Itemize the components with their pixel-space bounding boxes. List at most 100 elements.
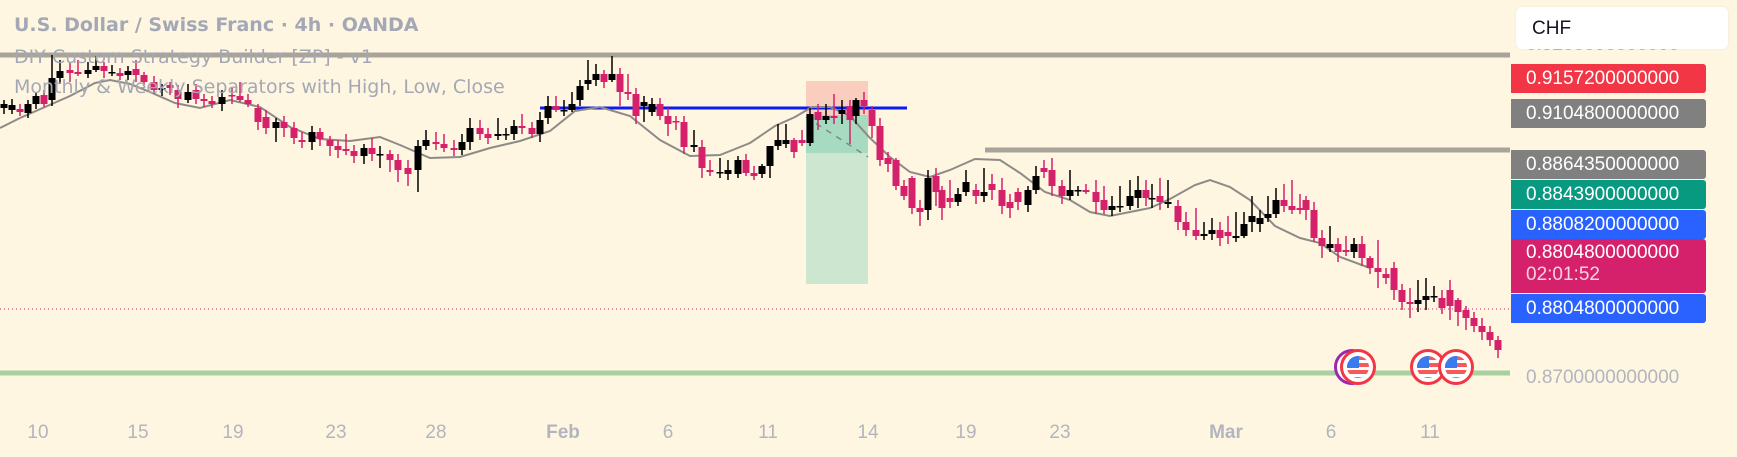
candle-body bbox=[576, 86, 584, 100]
price-label: 0.9104800000000 bbox=[1511, 99, 1706, 128]
candle-body bbox=[254, 108, 262, 122]
candle-body bbox=[150, 82, 158, 90]
us-flag-icon bbox=[1417, 356, 1439, 378]
candle-body bbox=[316, 132, 324, 139]
candle-body bbox=[1374, 268, 1382, 272]
symbol-search-input[interactable]: CHF bbox=[1516, 7, 1728, 49]
candle-body bbox=[1398, 290, 1406, 302]
candle-body bbox=[476, 128, 484, 134]
candle-body bbox=[262, 117, 270, 128]
candle-body bbox=[1074, 190, 1082, 192]
time-tick: Feb bbox=[546, 422, 580, 443]
candle-body bbox=[414, 146, 422, 170]
candle-body bbox=[166, 85, 174, 88]
candle-body bbox=[1358, 244, 1366, 258]
candle-body bbox=[40, 95, 48, 104]
candle-body bbox=[108, 72, 116, 74]
position-filled-zone bbox=[806, 115, 868, 153]
us-economic-event-icon[interactable] bbox=[1340, 349, 1376, 385]
candle-body bbox=[1126, 196, 1134, 206]
candle-body bbox=[422, 140, 430, 146]
candle-body bbox=[1164, 202, 1172, 204]
candle-body bbox=[998, 190, 1006, 206]
candle-body bbox=[1296, 208, 1304, 210]
candle-body bbox=[1326, 244, 1334, 248]
candle-body bbox=[932, 176, 940, 192]
indicator-legend-strategy-builder[interactable]: DIY Custom Strategy Builder [ZP] - v1 bbox=[14, 46, 373, 68]
candle-body bbox=[640, 102, 648, 106]
candle-body bbox=[1334, 244, 1342, 252]
price-label: 0.8864350000000 bbox=[1511, 150, 1706, 179]
candle-body bbox=[846, 106, 854, 120]
candle-body bbox=[450, 148, 458, 150]
candle-body bbox=[1478, 326, 1486, 332]
candle-body bbox=[376, 154, 384, 156]
candle-body bbox=[386, 154, 394, 160]
candle-body bbox=[690, 145, 698, 147]
candle-body bbox=[116, 73, 124, 76]
candle-body bbox=[790, 140, 798, 152]
candle-body bbox=[1288, 206, 1296, 210]
candle-body bbox=[758, 166, 766, 174]
candle-body bbox=[326, 140, 334, 146]
candle-body bbox=[698, 147, 706, 168]
candle-body bbox=[672, 121, 680, 123]
candle-body bbox=[648, 104, 656, 112]
candle-body bbox=[1040, 168, 1048, 172]
candle-body bbox=[1006, 202, 1014, 208]
candle-body bbox=[1082, 190, 1090, 192]
candle-body bbox=[1248, 216, 1256, 222]
indicator-legend-separators[interactable]: Monthly & Weekly Separators with High, L… bbox=[14, 76, 505, 98]
candle-body bbox=[544, 106, 552, 118]
candle-body bbox=[632, 94, 640, 116]
candle-body bbox=[84, 70, 92, 74]
candle-body bbox=[860, 100, 868, 106]
candle-body bbox=[600, 74, 608, 82]
candle-body bbox=[502, 134, 510, 136]
time-tick: 6 bbox=[1325, 422, 1337, 443]
candle-body bbox=[494, 134, 502, 136]
us-economic-event-icon[interactable] bbox=[1438, 349, 1474, 385]
candle-body bbox=[432, 142, 440, 144]
candle-body bbox=[484, 134, 492, 138]
candle-body bbox=[822, 116, 830, 120]
candle-body bbox=[1216, 230, 1224, 238]
candle-body bbox=[394, 160, 402, 170]
candle-body bbox=[750, 173, 758, 176]
time-tick: 28 bbox=[425, 422, 447, 443]
candle-body bbox=[742, 160, 750, 173]
candle-body bbox=[1446, 290, 1454, 306]
candle-body bbox=[716, 172, 724, 174]
candle-body bbox=[1014, 192, 1022, 202]
candle-body bbox=[868, 110, 876, 126]
candle-body bbox=[1142, 190, 1150, 198]
price-label: 0.8804800000000 bbox=[1511, 294, 1706, 323]
candle-body bbox=[1116, 206, 1124, 208]
price-chart[interactable] bbox=[0, 0, 1510, 400]
candle-body bbox=[132, 69, 140, 75]
symbol-search-value: CHF bbox=[1532, 18, 1572, 39]
candle-body bbox=[908, 178, 916, 208]
candle-body bbox=[1256, 218, 1264, 224]
candle-body bbox=[368, 148, 376, 154]
candle-body bbox=[124, 71, 132, 75]
price-label: 0.8804800000000 02:01:52 bbox=[1511, 239, 1706, 293]
time-tick: 10 bbox=[27, 422, 49, 443]
candle-body bbox=[32, 96, 40, 104]
candle-body bbox=[706, 170, 714, 172]
candle-body bbox=[814, 112, 822, 120]
candle-body bbox=[1454, 300, 1462, 312]
candle-body bbox=[988, 184, 996, 190]
price-tick-bottom: 0.8700000000000 bbox=[1526, 367, 1680, 388]
candle-body bbox=[74, 72, 82, 74]
candle-body bbox=[334, 146, 342, 150]
candle-body bbox=[1232, 236, 1240, 238]
candle-body bbox=[342, 149, 350, 151]
candle-body bbox=[852, 100, 860, 116]
candle-body bbox=[656, 104, 664, 116]
time-tick: 19 bbox=[222, 422, 244, 443]
time-tick: 11 bbox=[1420, 422, 1440, 443]
candle-body bbox=[298, 140, 306, 142]
candle-body bbox=[724, 170, 732, 174]
candle-body bbox=[1192, 230, 1200, 236]
